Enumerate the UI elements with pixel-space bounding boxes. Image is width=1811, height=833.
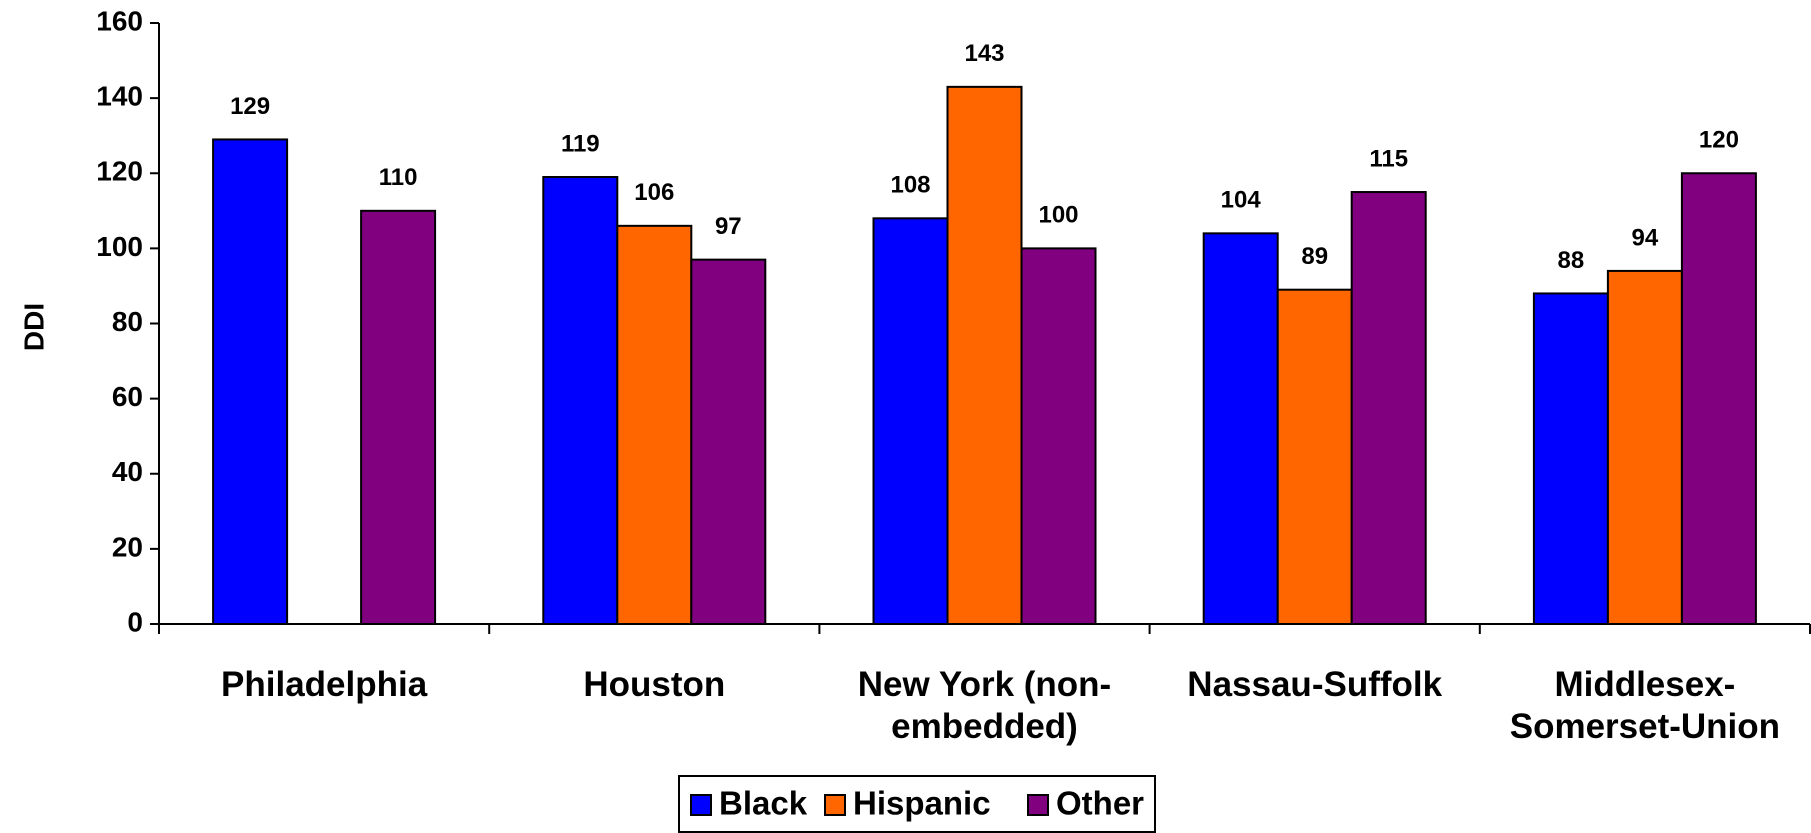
y-tick-label: 100	[96, 231, 143, 262]
y-tick-label: 60	[112, 381, 143, 412]
bar	[946, 85, 1023, 625]
bar	[360, 209, 437, 625]
data-label: 129	[230, 93, 270, 120]
y-tick-label: 0	[127, 606, 143, 637]
bar	[1020, 247, 1097, 625]
bar	[1276, 288, 1353, 625]
y-tick-label: 20	[112, 531, 143, 562]
data-label: 120	[1699, 127, 1739, 154]
data-label: 88	[1558, 247, 1585, 274]
x-tick-label: Philadelphia	[221, 665, 428, 704]
data-label: 97	[715, 213, 742, 240]
legend-label: Other	[1056, 785, 1144, 822]
bar	[872, 217, 949, 625]
bar	[616, 224, 693, 625]
legend-swatch	[824, 794, 846, 816]
bar	[690, 258, 767, 625]
y-tick-label: 120	[96, 156, 143, 187]
y-tick-label: 160	[96, 5, 143, 36]
data-label: 94	[1632, 224, 1659, 251]
bar	[1350, 191, 1427, 625]
data-label: 110	[379, 164, 418, 191]
bar	[1606, 269, 1683, 625]
y-axis-title: DDI	[18, 303, 49, 351]
data-label: 89	[1301, 243, 1328, 270]
x-tick-label: Nassau-Suffolk	[1187, 665, 1443, 704]
bar	[1680, 172, 1757, 625]
data-label: 104	[1221, 187, 1262, 214]
legend-label: Hispanic	[853, 785, 991, 822]
legend-swatch	[690, 794, 712, 816]
bar	[542, 176, 619, 625]
x-tick-label: Houston	[583, 665, 726, 704]
y-tick-label: 40	[112, 456, 143, 487]
bar	[212, 138, 289, 625]
y-tick-label: 80	[112, 306, 143, 337]
legend-box	[678, 775, 1156, 833]
data-label: 115	[1369, 145, 1408, 172]
legend-swatch	[1027, 794, 1049, 816]
data-label: 119	[561, 130, 600, 157]
bar	[1202, 232, 1279, 625]
y-tick-label: 140	[96, 81, 143, 112]
data-label: 100	[1038, 202, 1078, 229]
data-label: 108	[890, 172, 930, 199]
data-label: 106	[634, 179, 674, 206]
data-label: 143	[964, 40, 1004, 67]
legend-label: Black	[719, 785, 808, 822]
bar	[1532, 292, 1609, 625]
x-tick-label: New York (non-embedded)	[857, 665, 1112, 746]
x-tick-label: Middlesex-Somerset-Union	[1509, 665, 1781, 746]
